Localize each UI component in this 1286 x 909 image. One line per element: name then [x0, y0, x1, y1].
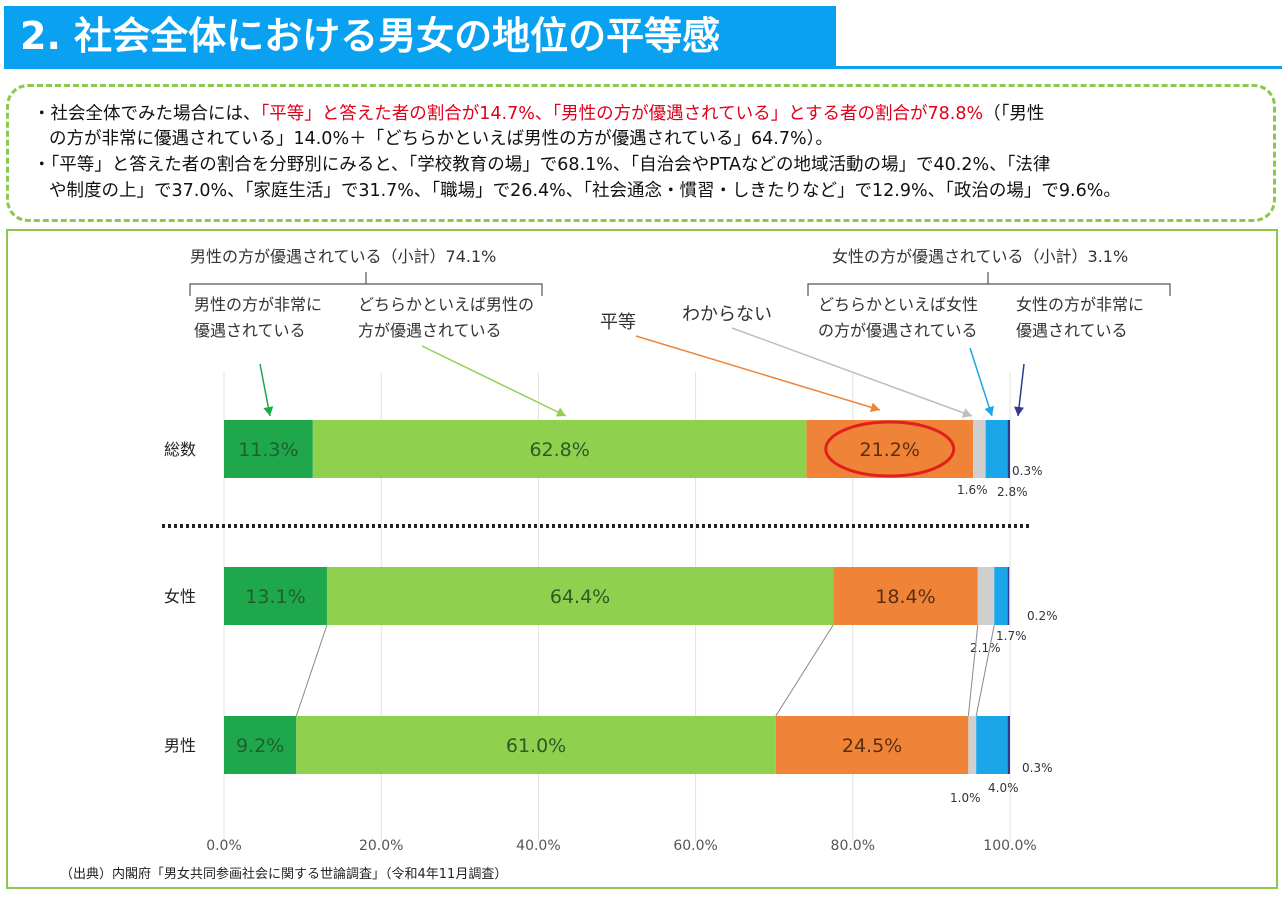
- legend-arrow-head: [961, 408, 972, 418]
- legend-male-some-line1: どちらかといえば男性の: [358, 295, 534, 314]
- legend-female-very-line2: 優遇されている: [1016, 321, 1128, 340]
- data-label: 11.3%: [238, 439, 298, 461]
- stacked-bar-chart: 0.0% 20.0% 40.0% 60.0% 80.0% 100.0% 総数 11.3% 62.…: [162, 247, 1171, 854]
- summary-line-1-c: （「男性: [983, 104, 1045, 124]
- data-label: 9.2%: [236, 735, 284, 757]
- connector-line: [775, 624, 834, 717]
- small-data-label: 1.0%: [950, 791, 981, 805]
- bar-segment: [312, 420, 807, 478]
- data-label: 24.5%: [842, 735, 902, 757]
- male-subtotal-label: 男性の方が優遇されている（小計）74.1%: [190, 247, 496, 266]
- summary-line-2: の方が非常に優遇されている」14.0%＋「どちらかといえば男性の方が優遇されてい…: [49, 129, 833, 149]
- bar-segment: [806, 420, 974, 478]
- category-label: 男性: [164, 736, 196, 755]
- category-label: 女性: [164, 587, 196, 606]
- bar-segment: [326, 567, 834, 625]
- legend-arrow-head: [984, 405, 994, 416]
- summary-line-1-a: ・社会全体でみた場合には、: [33, 104, 261, 124]
- small-data-label: 0.3%: [1022, 761, 1053, 775]
- legend-female-some-line1: どちらかといえば女性: [818, 295, 978, 314]
- legend-female-very-line1: 女性の方が非常に: [1016, 295, 1144, 314]
- legend-equal: 平等: [600, 312, 636, 333]
- bar-segment: [976, 716, 1008, 774]
- legend-arrow-head: [1014, 406, 1024, 416]
- x-tick-label: 20.0%: [359, 838, 403, 854]
- page-title: 2. 社会全体における男女の地位の平等感: [20, 14, 721, 58]
- legend-female-some-line2: の方が優遇されている: [818, 321, 978, 340]
- header-underline: [4, 66, 1282, 69]
- female-subtotal-bracket: [807, 272, 1171, 296]
- legend-male-very-line1: 男性の方が非常に: [194, 295, 322, 314]
- legend-arrow-line: [731, 327, 973, 417]
- legend-arrow-head: [555, 407, 566, 417]
- bar-segment: [224, 567, 327, 625]
- legend-arrow-line: [635, 335, 881, 411]
- female-subtotal-label: 女性の方が優遇されている（小計）3.1%: [832, 247, 1128, 266]
- small-data-label: 4.0%: [988, 781, 1019, 795]
- connector-line: [295, 624, 328, 717]
- legend-arrow-line: [969, 347, 993, 417]
- small-data-label: 0.3%: [1012, 464, 1043, 478]
- x-tick-label: 60.0%: [673, 838, 717, 854]
- data-label: 13.1%: [245, 586, 305, 608]
- highlight-ellipse: [824, 420, 956, 478]
- bar-segment: [985, 420, 1008, 478]
- summary-line-1-highlight: 「平等」と答えた者の割合が14.7%、「男性の方が優遇されている」とする者の割合…: [260, 104, 984, 124]
- x-tick-label: 100.0%: [983, 838, 1036, 854]
- male-subtotal-bracket: [189, 272, 543, 296]
- bar-segment: [1007, 716, 1010, 774]
- legend-arrow-head: [263, 406, 274, 416]
- summary-box: ・社会全体でみた場合には、「平等」と答えた者の割合が14.7%、「男性の方が優遇…: [6, 84, 1276, 222]
- x-tick-label: 0.0%: [206, 838, 242, 854]
- summary-line-1: ・社会全体でみた場合には、「平等」と答えた者の割合が14.7%、「男性の方が優遇…: [33, 102, 1044, 126]
- bar-segment: [977, 567, 995, 625]
- legend-arrow-head: [869, 402, 880, 413]
- bar-segment: [224, 420, 313, 478]
- small-data-label: 1.6%: [957, 483, 988, 497]
- legend-male-some-line2: 方が優遇されている: [358, 321, 502, 340]
- connector-line: [975, 624, 995, 717]
- bar-segment: [968, 716, 977, 774]
- legend-male-very-line2: 優遇されている: [194, 321, 306, 340]
- bar-segment: [994, 567, 1008, 625]
- small-data-label: 1.7%: [996, 629, 1027, 643]
- legend-arrow-line: [421, 345, 567, 417]
- connector-line: [967, 624, 979, 717]
- x-tick-label: 40.0%: [516, 838, 560, 854]
- data-label: 64.4%: [550, 586, 610, 608]
- summary-line-4: や制度の上」で37.0%、「家庭生活」で31.7%、「職場」で26.4%、「社会…: [49, 181, 1121, 201]
- legend-unknown: わからない: [682, 304, 772, 325]
- x-tick-label: 80.0%: [831, 838, 875, 854]
- bar-segment: [1007, 567, 1010, 625]
- data-label: 62.8%: [529, 439, 589, 461]
- small-data-label: 0.2%: [1027, 609, 1058, 623]
- bar-segment: [973, 420, 986, 478]
- category-label: 総数: [164, 440, 196, 459]
- bar-segment: [833, 567, 978, 625]
- small-data-label: 2.8%: [997, 485, 1028, 499]
- source-note: （出典）内閣府「男女共同参画社会に関する世論調査」（令和4年11月調査）: [60, 867, 508, 882]
- small-data-label: 2.1%: [970, 641, 1001, 655]
- data-label: 21.2%: [860, 439, 920, 461]
- data-label: 18.4%: [875, 586, 935, 608]
- bar-segment: [224, 716, 297, 774]
- bar-segment: [1007, 420, 1010, 478]
- summary-line-3: ・「平等」と答えた者の割合を分野別にみると、「学校教育の場」で68.1%、「自治…: [33, 155, 1051, 175]
- data-label: 61.0%: [506, 735, 566, 757]
- bar-segment: [296, 716, 776, 774]
- chart-frame: 0.0% 20.0% 40.0% 60.0% 80.0% 100.0% 総数 11.3% 62.…: [6, 229, 1278, 889]
- bar-segment: [775, 716, 969, 774]
- header-bar: 2. 社会全体における男女の地位の平等感: [4, 6, 836, 66]
